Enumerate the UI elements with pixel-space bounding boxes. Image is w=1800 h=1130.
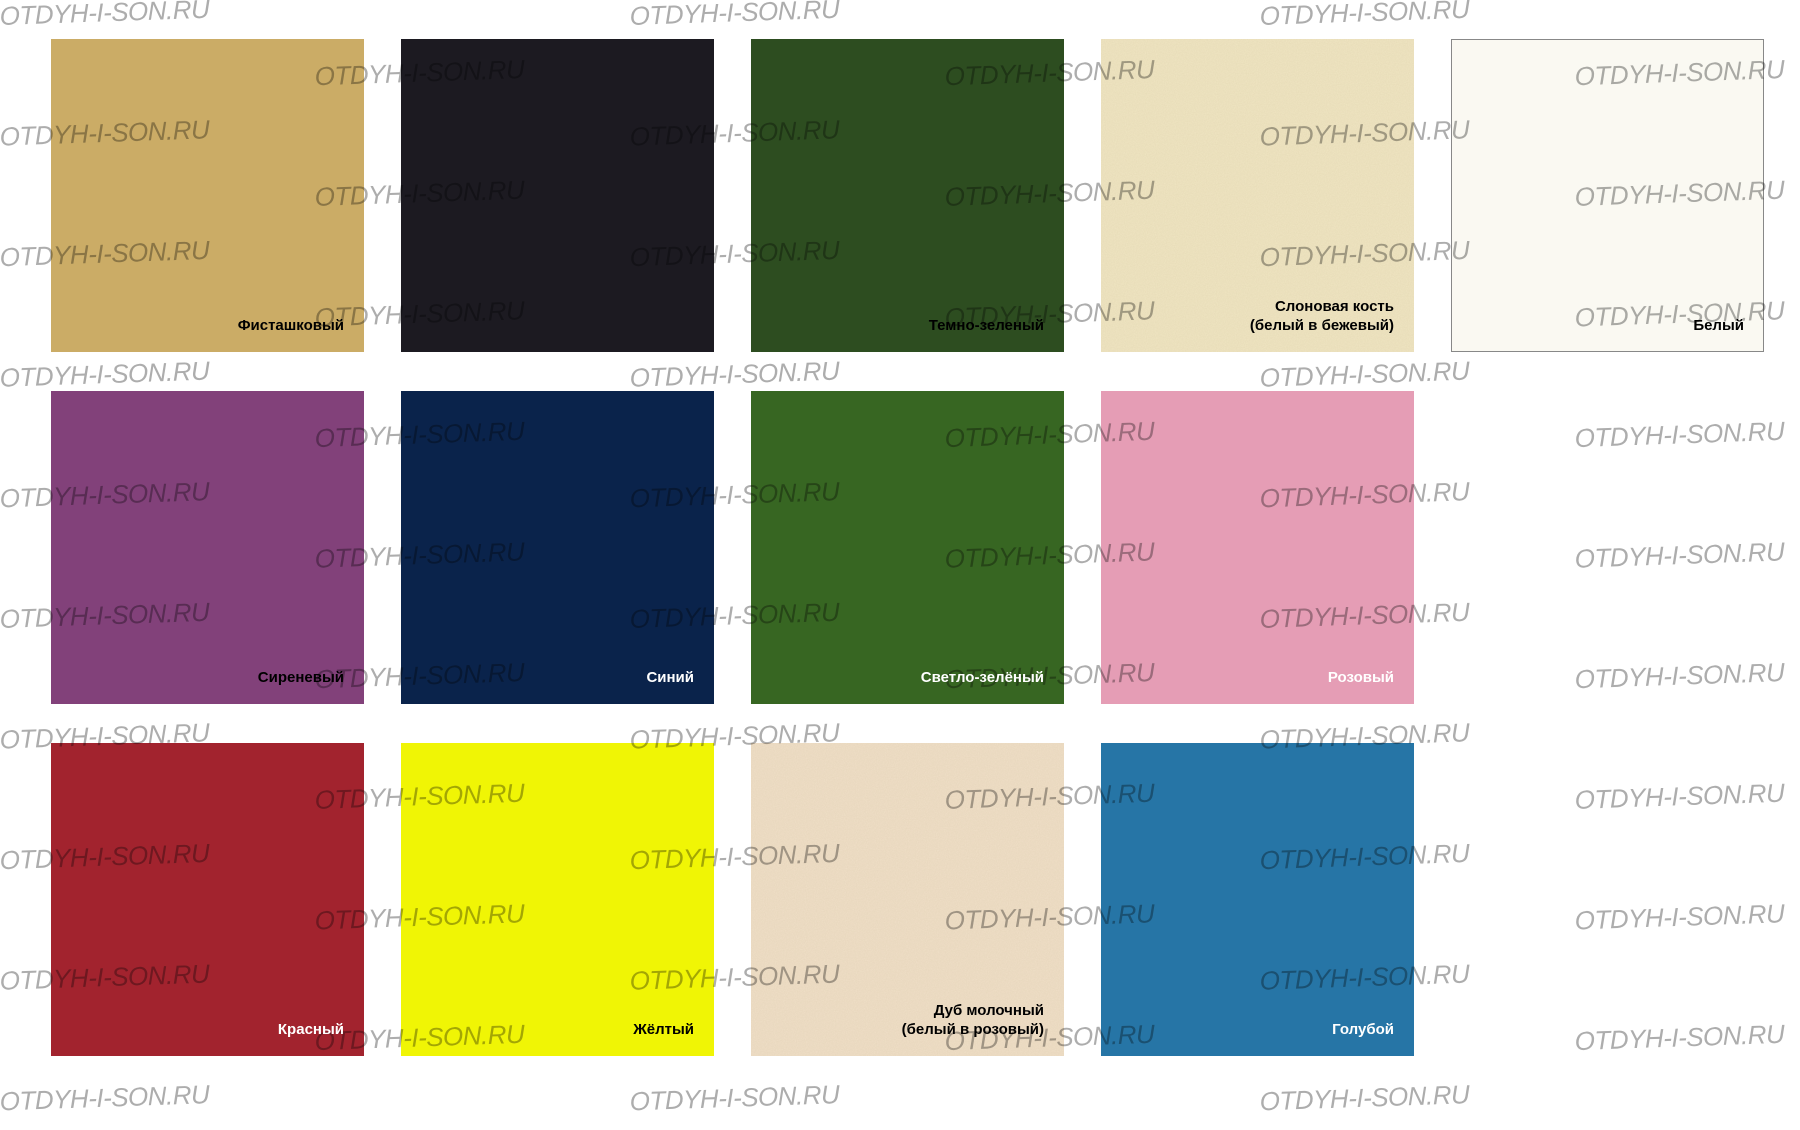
- svg-text:OTDYH-I-SON.RU: OTDYH-I-SON.RU: [0, 597, 210, 634]
- svg-text:OTDYH-I-SON.RU: OTDYH-I-SON.RU: [944, 54, 1155, 91]
- svg-text:OTDYH-I-SON.RU: OTDYH-I-SON.RU: [1259, 717, 1470, 754]
- svg-text:OTDYH-I-SON.RU: OTDYH-I-SON.RU: [1574, 295, 1785, 332]
- svg-text:OTDYH-I-SON.RU: OTDYH-I-SON.RU: [314, 54, 525, 91]
- svg-text:OTDYH-I-SON.RU: OTDYH-I-SON.RU: [1574, 175, 1785, 212]
- svg-text:OTDYH-I-SON.RU: OTDYH-I-SON.RU: [314, 536, 525, 573]
- svg-text:OTDYH-I-SON.RU: OTDYH-I-SON.RU: [1574, 416, 1785, 453]
- svg-text:OTDYH-I-SON.RU: OTDYH-I-SON.RU: [1574, 898, 1785, 935]
- svg-text:OTDYH-I-SON.RU: OTDYH-I-SON.RU: [1259, 0, 1470, 31]
- svg-text:OTDYH-I-SON.RU: OTDYH-I-SON.RU: [0, 0, 210, 31]
- svg-text:OTDYH-I-SON.RU: OTDYH-I-SON.RU: [0, 717, 210, 754]
- svg-text:OTDYH-I-SON.RU: OTDYH-I-SON.RU: [629, 114, 840, 151]
- svg-text:OTDYH-I-SON.RU: OTDYH-I-SON.RU: [629, 355, 840, 392]
- svg-text:OTDYH-I-SON.RU: OTDYH-I-SON.RU: [0, 355, 210, 392]
- svg-text:OTDYH-I-SON.RU: OTDYH-I-SON.RU: [944, 898, 1155, 935]
- svg-text:OTDYH-I-SON.RU: OTDYH-I-SON.RU: [1259, 1079, 1470, 1116]
- svg-text:OTDYH-I-SON.RU: OTDYH-I-SON.RU: [0, 1079, 210, 1116]
- svg-text:OTDYH-I-SON.RU: OTDYH-I-SON.RU: [1259, 114, 1470, 151]
- svg-text:OTDYH-I-SON.RU: OTDYH-I-SON.RU: [1259, 235, 1470, 272]
- svg-text:OTDYH-I-SON.RU: OTDYH-I-SON.RU: [1574, 778, 1785, 815]
- svg-text:OTDYH-I-SON.RU: OTDYH-I-SON.RU: [314, 416, 525, 453]
- svg-text:OTDYH-I-SON.RU: OTDYH-I-SON.RU: [944, 1019, 1155, 1056]
- svg-text:OTDYH-I-SON.RU: OTDYH-I-SON.RU: [1259, 838, 1470, 875]
- svg-text:OTDYH-I-SON.RU: OTDYH-I-SON.RU: [0, 958, 210, 995]
- svg-text:OTDYH-I-SON.RU: OTDYH-I-SON.RU: [944, 657, 1155, 694]
- svg-text:OTDYH-I-SON.RU: OTDYH-I-SON.RU: [629, 476, 840, 513]
- svg-text:OTDYH-I-SON.RU: OTDYH-I-SON.RU: [629, 597, 840, 634]
- svg-text:OTDYH-I-SON.RU: OTDYH-I-SON.RU: [1574, 1019, 1785, 1056]
- svg-text:OTDYH-I-SON.RU: OTDYH-I-SON.RU: [944, 536, 1155, 573]
- svg-text:OTDYH-I-SON.RU: OTDYH-I-SON.RU: [629, 958, 840, 995]
- svg-text:OTDYH-I-SON.RU: OTDYH-I-SON.RU: [944, 175, 1155, 212]
- svg-text:OTDYH-I-SON.RU: OTDYH-I-SON.RU: [1574, 536, 1785, 573]
- svg-text:OTDYH-I-SON.RU: OTDYH-I-SON.RU: [314, 1019, 525, 1056]
- svg-text:OTDYH-I-SON.RU: OTDYH-I-SON.RU: [1259, 597, 1470, 634]
- svg-text:OTDYH-I-SON.RU: OTDYH-I-SON.RU: [0, 235, 210, 272]
- svg-text:OTDYH-I-SON.RU: OTDYH-I-SON.RU: [629, 235, 840, 272]
- svg-text:OTDYH-I-SON.RU: OTDYH-I-SON.RU: [944, 416, 1155, 453]
- svg-text:OTDYH-I-SON.RU: OTDYH-I-SON.RU: [1259, 355, 1470, 392]
- svg-text:OTDYH-I-SON.RU: OTDYH-I-SON.RU: [314, 778, 525, 815]
- svg-text:OTDYH-I-SON.RU: OTDYH-I-SON.RU: [314, 898, 525, 935]
- svg-text:OTDYH-I-SON.RU: OTDYH-I-SON.RU: [1574, 54, 1785, 91]
- svg-text:OTDYH-I-SON.RU: OTDYH-I-SON.RU: [629, 1079, 840, 1116]
- svg-text:OTDYH-I-SON.RU: OTDYH-I-SON.RU: [314, 295, 525, 332]
- svg-text:OTDYH-I-SON.RU: OTDYH-I-SON.RU: [629, 717, 840, 754]
- svg-text:OTDYH-I-SON.RU: OTDYH-I-SON.RU: [314, 175, 525, 212]
- svg-text:OTDYH-I-SON.RU: OTDYH-I-SON.RU: [1574, 657, 1785, 694]
- svg-text:OTDYH-I-SON.RU: OTDYH-I-SON.RU: [944, 295, 1155, 332]
- svg-text:OTDYH-I-SON.RU: OTDYH-I-SON.RU: [0, 114, 210, 151]
- svg-text:OTDYH-I-SON.RU: OTDYH-I-SON.RU: [0, 476, 210, 513]
- svg-text:OTDYH-I-SON.RU: OTDYH-I-SON.RU: [629, 0, 840, 31]
- svg-text:OTDYH-I-SON.RU: OTDYH-I-SON.RU: [1259, 476, 1470, 513]
- svg-text:OTDYH-I-SON.RU: OTDYH-I-SON.RU: [944, 778, 1155, 815]
- svg-text:OTDYH-I-SON.RU: OTDYH-I-SON.RU: [629, 838, 840, 875]
- svg-text:OTDYH-I-SON.RU: OTDYH-I-SON.RU: [0, 838, 210, 875]
- svg-text:OTDYH-I-SON.RU: OTDYH-I-SON.RU: [1259, 958, 1470, 995]
- svg-text:OTDYH-I-SON.RU: OTDYH-I-SON.RU: [314, 657, 525, 694]
